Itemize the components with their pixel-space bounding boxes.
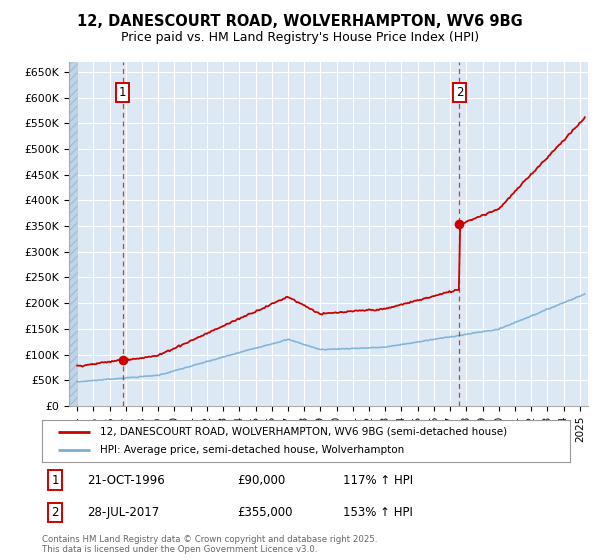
Bar	[69, 62, 77, 406]
Text: 1: 1	[52, 474, 59, 487]
Text: Price paid vs. HM Land Registry's House Price Index (HPI): Price paid vs. HM Land Registry's House …	[121, 31, 479, 44]
Text: 1: 1	[119, 86, 127, 99]
Text: Contains HM Land Registry data © Crown copyright and database right 2025.
This d: Contains HM Land Registry data © Crown c…	[42, 535, 377, 554]
Text: 2: 2	[455, 86, 463, 99]
Text: 28-JUL-2017: 28-JUL-2017	[87, 506, 159, 519]
Text: HPI: Average price, semi-detached house, Wolverhampton: HPI: Average price, semi-detached house,…	[100, 445, 404, 455]
Text: 12, DANESCOURT ROAD, WOLVERHAMPTON, WV6 9BG (semi-detached house): 12, DANESCOURT ROAD, WOLVERHAMPTON, WV6 …	[100, 427, 507, 437]
Text: 2: 2	[52, 506, 59, 519]
Text: 117% ↑ HPI: 117% ↑ HPI	[343, 474, 413, 487]
Text: £90,000: £90,000	[238, 474, 286, 487]
Text: 21-OCT-1996: 21-OCT-1996	[87, 474, 164, 487]
Text: 153% ↑ HPI: 153% ↑ HPI	[343, 506, 413, 519]
Text: 12, DANESCOURT ROAD, WOLVERHAMPTON, WV6 9BG: 12, DANESCOURT ROAD, WOLVERHAMPTON, WV6 …	[77, 14, 523, 29]
Text: £355,000: £355,000	[238, 506, 293, 519]
